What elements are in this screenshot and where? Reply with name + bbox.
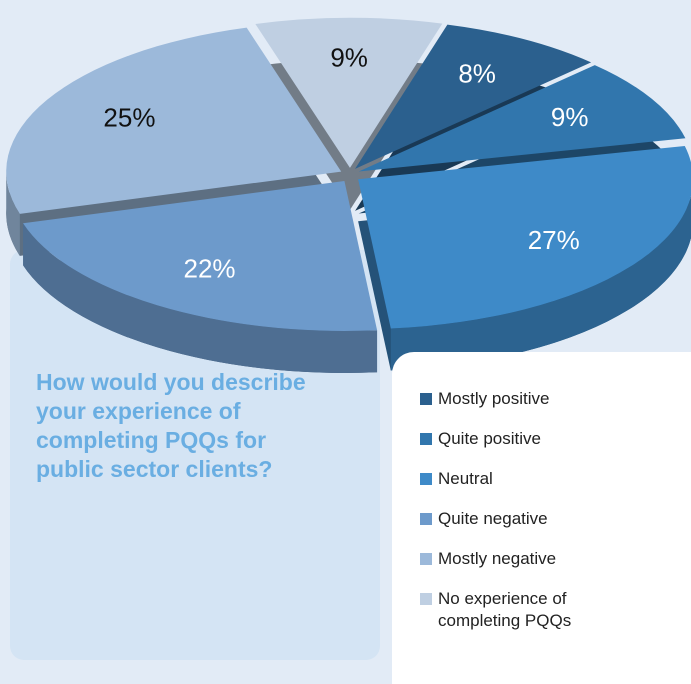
value-label: 9%	[551, 102, 589, 132]
slice	[255, 17, 443, 168]
legend-label: Neutral	[438, 469, 493, 488]
legend-item: No experience of completing PQQs	[420, 588, 648, 632]
slice	[358, 145, 691, 329]
legend-swatch	[420, 513, 432, 525]
value-label: 22%	[184, 253, 236, 283]
value-label: 27%	[528, 225, 580, 255]
legend-swatch	[420, 553, 432, 565]
legend-swatch	[420, 393, 432, 405]
slice	[23, 180, 378, 331]
slice-side	[390, 195, 691, 371]
legend-swatch	[420, 593, 432, 605]
slice-side	[6, 171, 20, 256]
legend-label: No experience of completing PQQs	[438, 589, 572, 630]
slice	[6, 27, 342, 214]
legend-item: Neutral	[420, 468, 648, 490]
legend: Mostly positive Quite positive Neutral Quit…	[392, 352, 691, 684]
legend-item: Quite negative	[420, 508, 648, 530]
legend-swatch	[420, 473, 432, 485]
slice	[355, 24, 592, 169]
legend-label: Mostly negative	[438, 549, 557, 568]
legend-label: Quite positive	[438, 429, 541, 448]
legend-label: Quite negative	[438, 509, 548, 528]
legend-item: Mostly negative	[420, 548, 648, 570]
slice-side	[23, 223, 378, 373]
value-label: 25%	[103, 103, 155, 133]
value-label: 9%	[330, 43, 368, 73]
value-label: 8%	[458, 59, 496, 89]
slice	[358, 65, 686, 172]
legend-item: Quite positive	[420, 428, 648, 450]
legend-swatch	[420, 433, 432, 445]
legend-label: Mostly positive	[438, 389, 550, 408]
legend-item: Mostly positive	[420, 388, 648, 410]
chart-title: How would you describe your experience o…	[36, 369, 306, 482]
